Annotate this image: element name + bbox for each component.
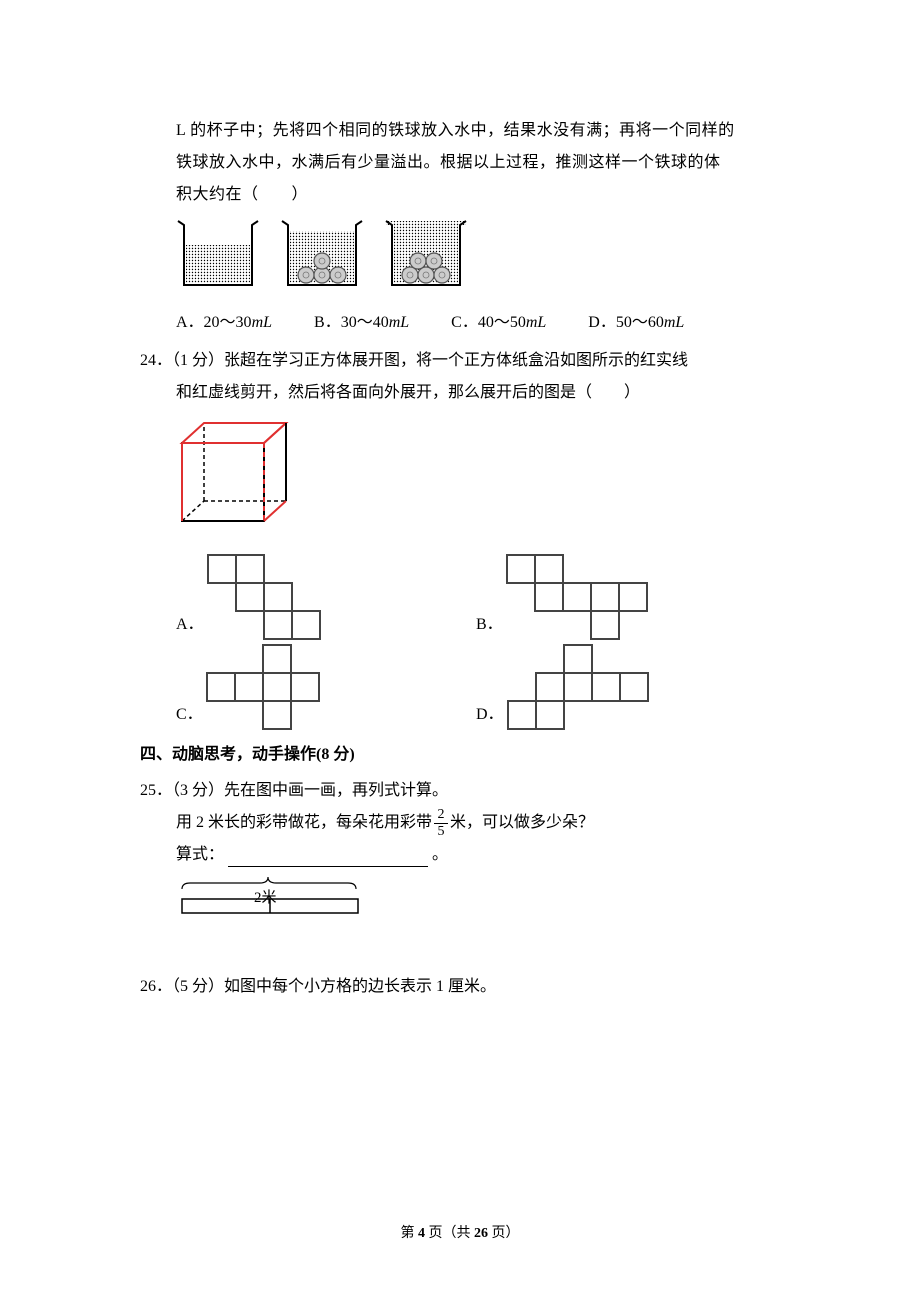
ribbon-figure: 2米: [140, 875, 780, 959]
beaker-1: [176, 217, 260, 289]
net-d: D．: [476, 643, 736, 733]
q23-line2: 铁球放入水中，水满后有少量溢出。根据以上过程，推测这样一个铁球的体: [176, 147, 780, 179]
fraction-2-5: 2 5: [434, 807, 448, 839]
q25-line1: 25．（3 分）先在图中画一画，再列式计算。: [140, 775, 780, 807]
net-c: C．: [176, 643, 476, 733]
q24-line1: 24．（1 分）张超在学习正方体展开图，将一个正方体纸盒沿如图所示的红实线: [140, 345, 780, 377]
q23-opt-d: D．50～60mL: [588, 307, 684, 339]
q23-opt-c: C．40～50mL: [451, 307, 546, 339]
q25: 25．（3 分）先在图中画一画，再列式计算。 用 2 米长的彩带做花，每朵花用彩…: [140, 775, 780, 959]
beaker-figures: [140, 217, 780, 301]
q25-line2: 用 2 米长的彩带做花，每朵花用彩带 2 5 米，可以做多少朵？: [140, 807, 780, 839]
net-b: B．: [476, 553, 736, 643]
net-row-2: C． D．: [140, 643, 780, 733]
ribbon-label: 2米: [254, 883, 294, 913]
q23-options: A．20～30mL B．30～40mL C．40～50mL D．50～60mL: [140, 307, 780, 339]
page-content: L 的杯子中；先将四个相同的铁球放入水中，结果水没有满；再将一个同样的 铁球放入…: [0, 0, 920, 1003]
q26: 26．（5 分）如图中每个小方格的边长表示 1 厘米。: [140, 971, 780, 1003]
q23-continuation: L 的杯子中；先将四个相同的铁球放入水中，结果水没有满；再将一个同样的 铁球放入…: [140, 115, 780, 211]
answer-blank[interactable]: [228, 866, 428, 867]
q23-opt-b: B．30～40mL: [314, 307, 409, 339]
q26-line1: 26．（5 分）如图中每个小方格的边长表示 1 厘米。: [140, 971, 780, 1003]
beaker-2: [280, 217, 364, 289]
q23-line3: 积大约在（ ）: [176, 179, 780, 211]
section-4-header: 四、动脑思考，动手操作(8 分): [140, 739, 780, 771]
cube-figure: [176, 415, 780, 549]
beaker-3: [384, 217, 468, 289]
q24-line2: 和红虚线剪开，然后将各面向外展开，那么展开后的图是（ ）: [140, 377, 780, 409]
q24: 24．（1 分）张超在学习正方体展开图，将一个正方体纸盒沿如图所示的红实线 和红…: [140, 345, 780, 409]
q23-line1: L 的杯子中；先将四个相同的铁球放入水中，结果水没有满；再将一个同样的: [176, 115, 780, 147]
q25-equation: 算式： 。: [140, 839, 780, 871]
net-a: A．: [176, 553, 476, 643]
q23-opt-a: A．20～30mL: [176, 307, 272, 339]
page-footer: 第 4 页（共 26 页）: [0, 1222, 920, 1242]
net-row-1: A． B．: [140, 553, 780, 643]
